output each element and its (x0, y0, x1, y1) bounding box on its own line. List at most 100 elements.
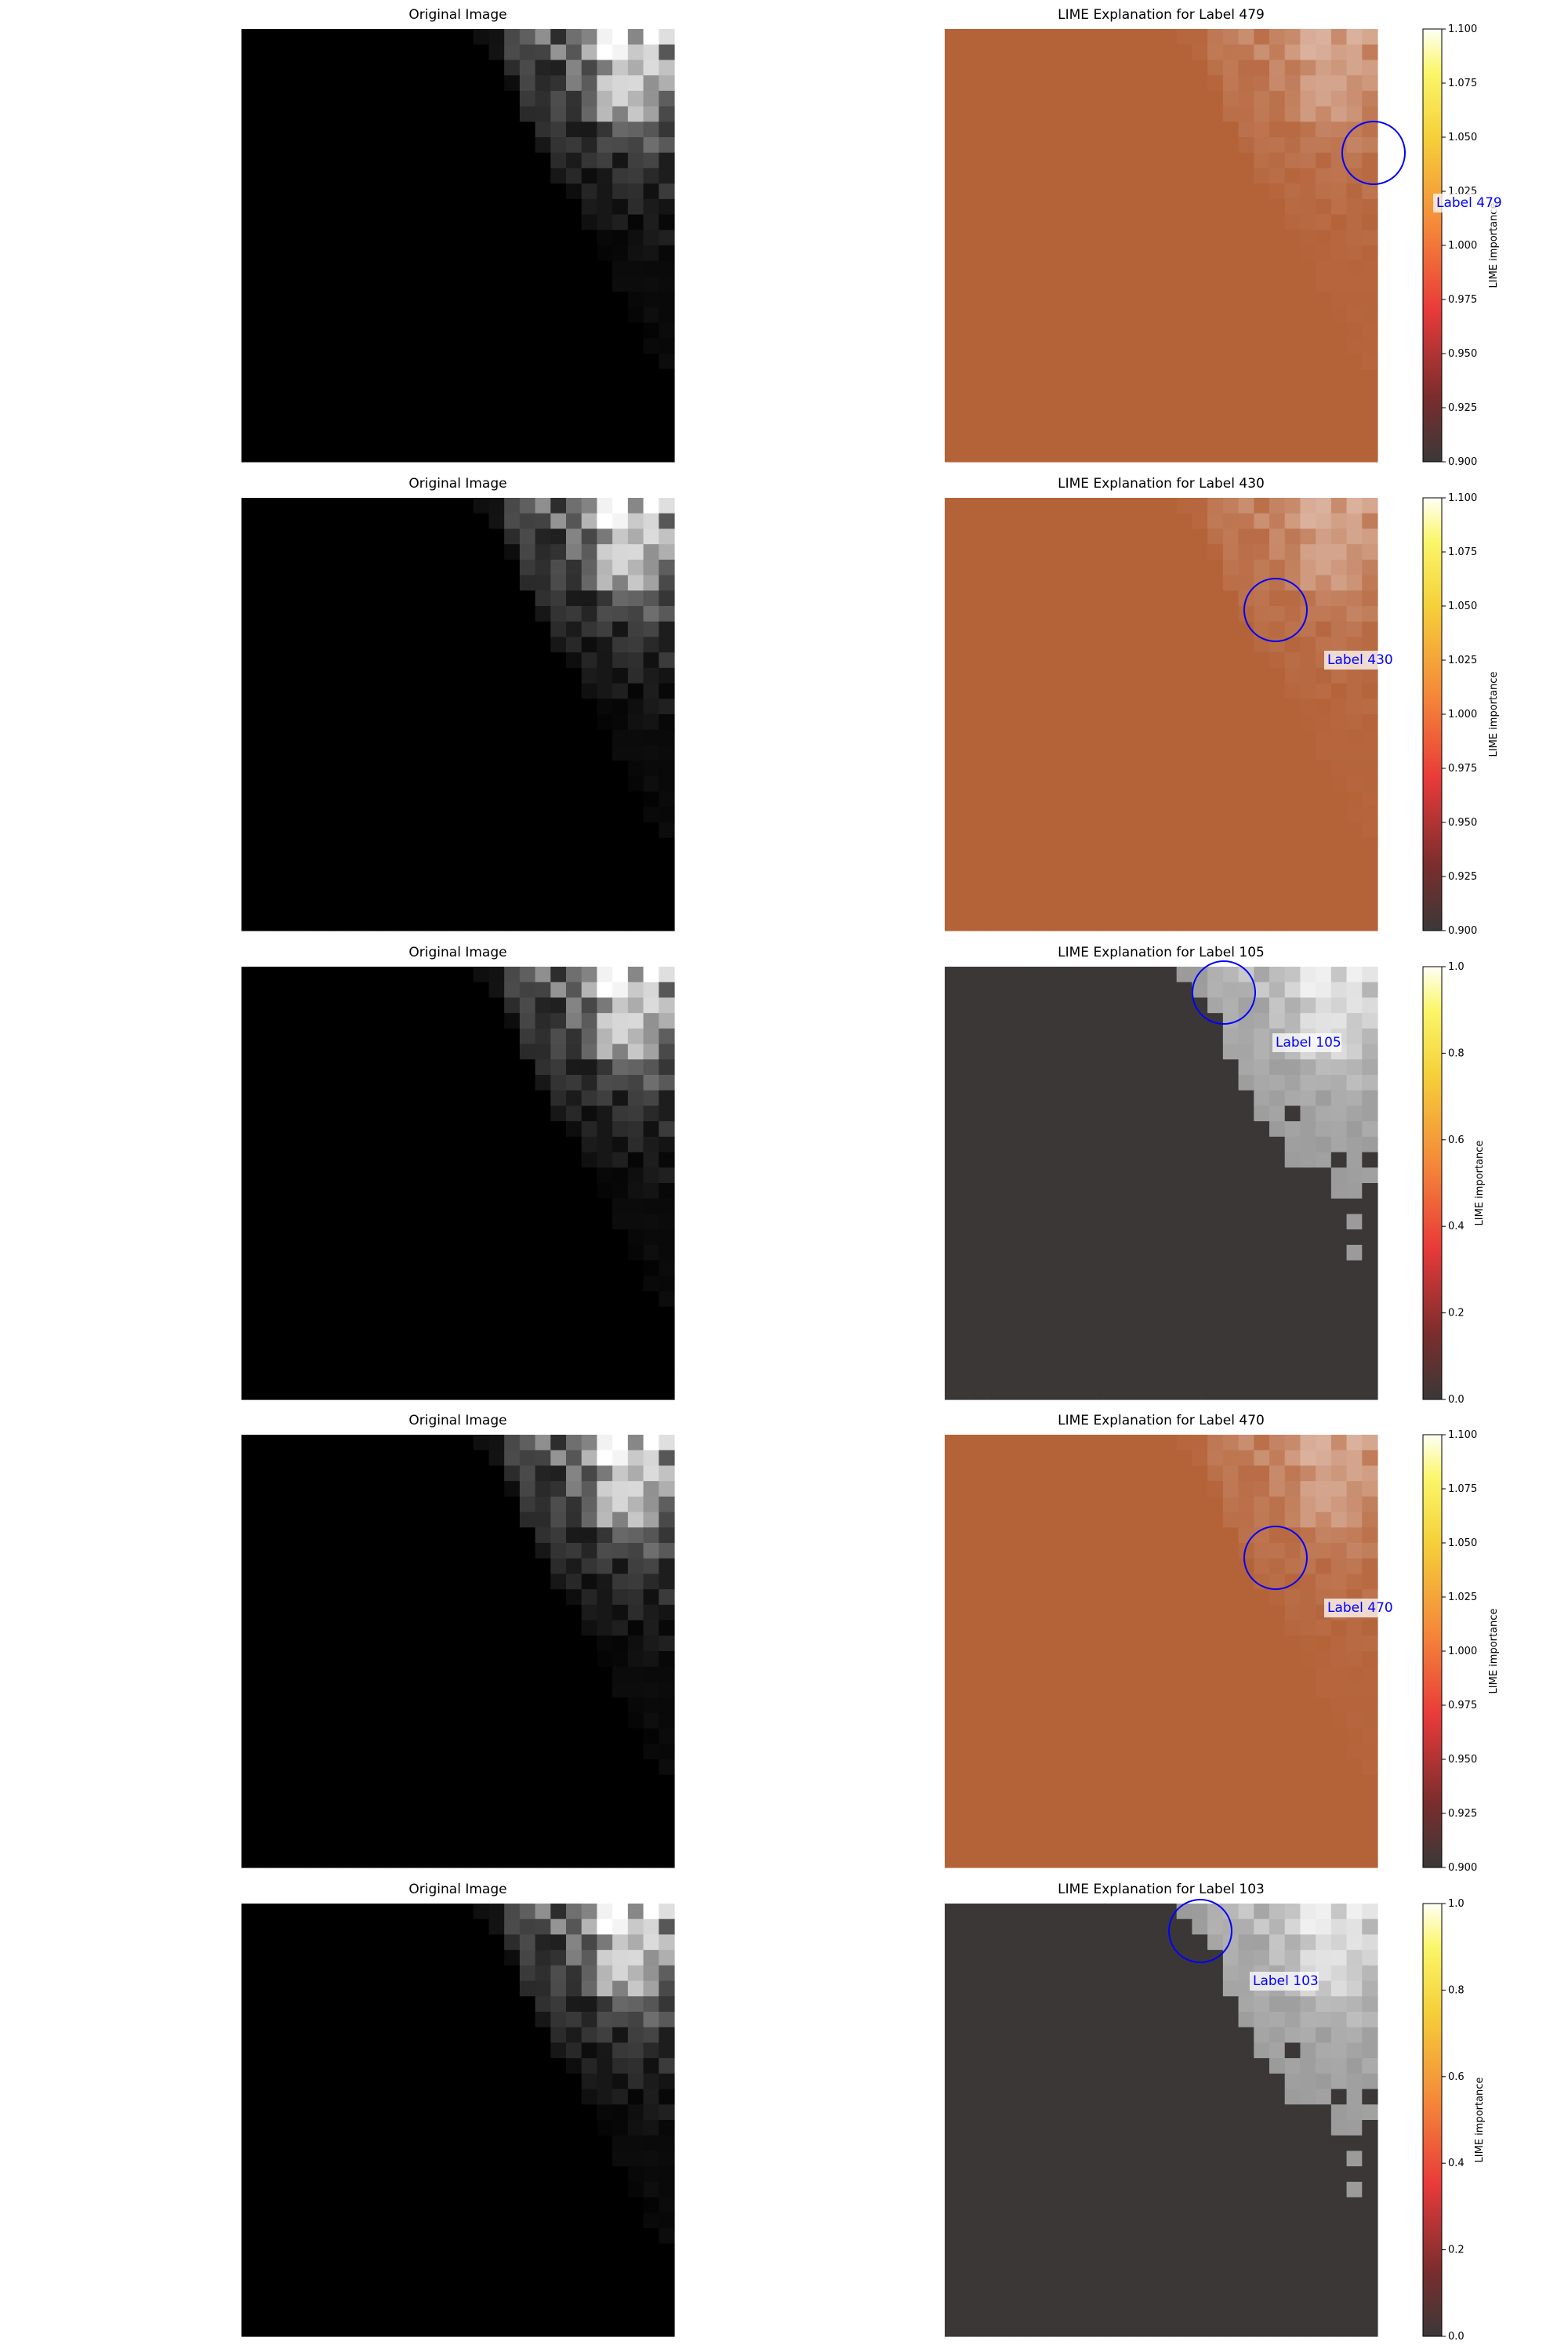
pixel-cell (272, 400, 289, 416)
pixel-cell (318, 1465, 335, 1482)
pixel-cell (1145, 853, 1162, 869)
pixel-cell (365, 1260, 382, 1276)
pixel-cell (1145, 729, 1162, 746)
pixel-cell (1269, 1090, 1286, 1107)
pixel-cell (1300, 528, 1316, 545)
pixel-cell (659, 106, 675, 122)
pixel-cell (350, 1543, 366, 1559)
pixel-cell (241, 590, 258, 607)
pixel-cell (1316, 1152, 1332, 1168)
pixel-cell (1006, 822, 1023, 839)
pixel-cell (612, 899, 629, 916)
pixel-cell (1145, 245, 1162, 262)
pixel-cell (1284, 559, 1301, 576)
pixel-cell (643, 1276, 659, 1292)
pixel-cell (288, 915, 304, 931)
pixel-cell (1222, 967, 1240, 983)
pixel-cell (256, 837, 274, 855)
pixel-cell (411, 122, 428, 138)
pixel-cell (991, 729, 1007, 746)
pixel-cell (1269, 106, 1286, 122)
pixel-cell (1346, 884, 1363, 901)
pixel-cell (975, 884, 992, 901)
pixel-cell (1300, 1306, 1316, 1323)
pixel-cell (975, 652, 992, 669)
pixel-cell (426, 44, 443, 61)
pixel-cell (659, 44, 675, 61)
pixel-cell (318, 322, 335, 339)
pixel-cell (334, 183, 350, 200)
original-image (241, 29, 675, 463)
pixel-cell (1022, 1338, 1038, 1354)
pixel-cell (256, 60, 274, 76)
pixel-cell (1176, 384, 1193, 401)
pixel-cell (365, 1105, 382, 1122)
pixel-cell (1192, 1090, 1208, 1107)
pixel-cell (256, 982, 274, 999)
pixel-cell (991, 1244, 1007, 1261)
pixel-cell (318, 807, 335, 823)
pixel-cell (1176, 338, 1193, 354)
pixel-cell (1114, 544, 1131, 561)
pixel-cell (1099, 1322, 1116, 1338)
pixel-cell (597, 137, 613, 154)
pixel-cell (1083, 498, 1100, 514)
pixel-cell (426, 498, 443, 514)
pixel-cell (1300, 384, 1316, 401)
pixel-cell (318, 982, 335, 999)
pixel-cell (1083, 1044, 1100, 1060)
pixel-cell (1161, 106, 1178, 122)
pixel-cell (1300, 214, 1316, 230)
pixel-cell (1192, 652, 1208, 669)
pixel-cell (1161, 430, 1178, 447)
pixel-cell (519, 775, 536, 793)
pixel-cell (350, 621, 366, 638)
pixel-cell (1130, 198, 1146, 216)
pixel-cell (1114, 528, 1131, 545)
pixel-cell (288, 168, 304, 184)
pixel-cell (256, 1276, 274, 1292)
pixel-cell (1022, 1044, 1038, 1060)
pixel-cell (627, 1183, 644, 1200)
pixel-cell (519, 853, 536, 869)
pixel-cell (1207, 1152, 1224, 1168)
pixel-cell (1006, 791, 1023, 808)
colorbar-tick-label: 1.050 (1448, 601, 1477, 612)
pixel-cell (550, 621, 567, 638)
pixel-cell (581, 1512, 598, 1528)
pixel-cell (396, 1368, 412, 1385)
colorbar-tick-label: 0.950 (1448, 817, 1477, 829)
pixel-cell (458, 1229, 474, 1246)
pixel-cell (256, 245, 274, 262)
pixel-cell (1006, 106, 1023, 122)
pixel-cell (1114, 1214, 1131, 1230)
pixel-cell (458, 528, 474, 545)
pixel-cell (1006, 354, 1023, 370)
pixel-cell (535, 1136, 551, 1153)
pixel-cell (473, 853, 490, 869)
pixel-cell (1222, 1306, 1240, 1323)
pixel-cell (566, 837, 583, 855)
pixel-cell (627, 513, 644, 530)
pixel-cell (1316, 260, 1332, 278)
pixel-cell (458, 446, 474, 463)
pixel-cell (1053, 699, 1069, 715)
pixel-cell (303, 1075, 320, 1091)
pixel-cell (334, 997, 350, 1014)
pixel-cell (1300, 446, 1316, 463)
pixel-cell (1254, 1338, 1270, 1354)
pixel-cell (581, 1384, 598, 1400)
pixel-cell (1362, 198, 1378, 216)
pixel-cell (535, 1512, 551, 1528)
pixel-cell (1300, 292, 1316, 308)
pixel-cell (442, 714, 459, 731)
pixel-cell (1222, 106, 1240, 122)
pixel-cell (241, 791, 258, 808)
pixel-cell (1222, 1121, 1240, 1138)
pixel-cell (318, 997, 335, 1014)
pixel-cell (411, 29, 428, 45)
pixel-cell (581, 384, 598, 401)
pixel-cell (1006, 899, 1023, 916)
pixel-cell (991, 260, 1007, 278)
pixel-cell (612, 400, 629, 416)
